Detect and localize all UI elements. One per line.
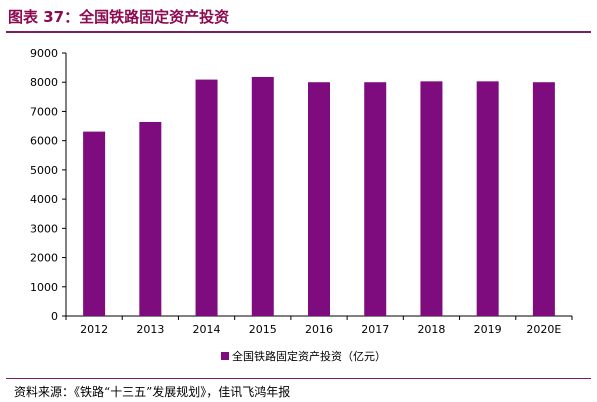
legend-swatch bbox=[221, 352, 229, 360]
y-tick-label: 0 bbox=[51, 310, 58, 323]
x-tick-label: 2015 bbox=[249, 323, 277, 336]
legend-label: 全国铁路固定资产投资（亿元） bbox=[232, 350, 386, 363]
x-tick-label: 2019 bbox=[474, 323, 502, 336]
bar-2013 bbox=[139, 121, 162, 316]
x-tick-label: 2012 bbox=[80, 323, 108, 336]
bar-chart: 0 1000 2000 3000 4000 5000 6000 7000 8000 9000 20… bbox=[30, 47, 573, 336]
x-tick-label: 2013 bbox=[136, 323, 164, 336]
x-tick-label: 2014 bbox=[193, 323, 221, 336]
bar-2015 bbox=[251, 76, 274, 316]
bar-2012 bbox=[83, 131, 106, 316]
y-tick-label: 2000 bbox=[30, 252, 58, 265]
source-note: 资料来源：《铁路“十三五”发展规划》，佳讯飞鸿年报 bbox=[14, 385, 291, 399]
y-tick-label: 5000 bbox=[30, 164, 58, 177]
source-divider bbox=[6, 378, 591, 379]
x-tick-label: 2020E bbox=[526, 323, 561, 336]
bar-2020E bbox=[532, 82, 555, 316]
bar-2019 bbox=[476, 81, 499, 317]
y-tick-label: 6000 bbox=[30, 135, 58, 148]
figure-title: 图表 37：全国铁路固定资产投资 bbox=[8, 8, 230, 26]
x-tick-label: 2017 bbox=[361, 323, 389, 336]
y-tick-label: 4000 bbox=[30, 193, 58, 206]
chart-bars bbox=[83, 76, 555, 317]
y-tick-labels: 0 1000 2000 3000 4000 5000 6000 7000 8000 9000 bbox=[30, 47, 58, 323]
title-divider bbox=[6, 31, 591, 33]
y-tick-label: 9000 bbox=[30, 47, 58, 60]
x-tick-labels: 2012 2013 2014 2015 2016 2017 2018 2019 2020E bbox=[80, 323, 561, 336]
x-tick-label: 2016 bbox=[305, 323, 333, 336]
y-tick-label: 8000 bbox=[30, 76, 58, 89]
y-tick-label: 3000 bbox=[30, 222, 58, 235]
bar-2016 bbox=[308, 82, 330, 316]
bar-2018 bbox=[420, 81, 443, 317]
bar-2017 bbox=[364, 82, 387, 316]
chart-legend: 全国铁路固定资产投资（亿元） bbox=[221, 348, 386, 364]
bar-2014 bbox=[195, 79, 218, 316]
x-tick-label: 2018 bbox=[417, 323, 445, 336]
y-tick-label: 7000 bbox=[30, 105, 58, 118]
y-tick-label: 1000 bbox=[30, 281, 58, 294]
